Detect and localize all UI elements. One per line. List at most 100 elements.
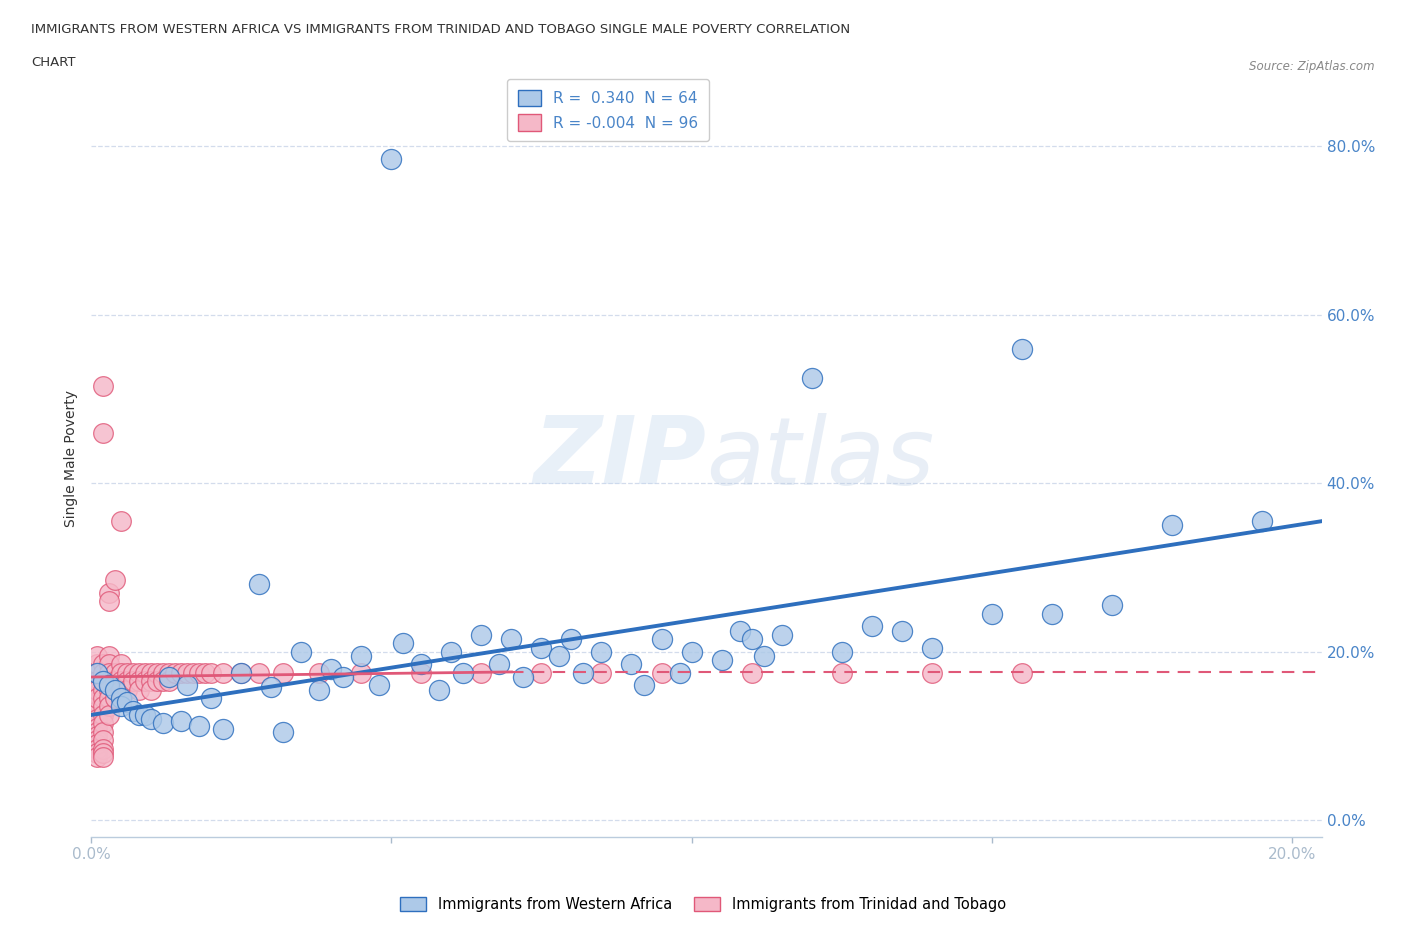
Point (831, 665, 853, 680)
Point (176, 678, 198, 693)
Point (741, 665, 763, 680)
Point (350, 648, 373, 663)
Text: atlas: atlas (706, 413, 935, 503)
Point (93, 716, 115, 731)
Point (98, 699, 121, 714)
Point (620, 657, 643, 671)
Point (512, 670, 534, 684)
Point (110, 683, 132, 698)
Point (93, 750, 115, 764)
Point (141, 665, 163, 680)
Text: Source: ZipAtlas.com: Source: ZipAtlas.com (1250, 60, 1375, 73)
Point (110, 691, 132, 706)
Point (86, 711, 108, 726)
Point (86, 733, 108, 748)
Point (86, 724, 108, 739)
Point (260, 680, 283, 695)
Point (86, 716, 108, 731)
Point (86, 703, 108, 718)
Point (633, 678, 655, 693)
Text: CHART: CHART (31, 56, 76, 69)
Point (231, 665, 253, 680)
Point (122, 665, 145, 680)
Point (560, 631, 582, 646)
Legend: Immigrants from Western Africa, Immigrants from Trinidad and Tobago: Immigrants from Western Africa, Immigran… (394, 891, 1012, 918)
Point (332, 670, 354, 684)
Point (530, 665, 553, 680)
Point (117, 673, 139, 688)
Point (117, 695, 139, 710)
Point (93, 425, 115, 440)
Point (110, 673, 132, 688)
Point (650, 631, 672, 646)
Point (752, 648, 775, 663)
Point (93, 708, 115, 723)
Point (453, 665, 475, 680)
Point (134, 665, 156, 680)
Point (591, 665, 613, 680)
Point (650, 665, 672, 680)
Point (117, 665, 139, 680)
Point (157, 670, 180, 684)
Point (157, 665, 180, 680)
Point (157, 673, 180, 688)
Point (1250, 513, 1272, 528)
Legend: R =  0.340  N = 64, R = -0.004  N = 96: R = 0.340 N = 64, R = -0.004 N = 96 (508, 79, 709, 141)
Point (98, 593, 121, 608)
Point (1011, 341, 1033, 356)
Point (93, 741, 115, 756)
Point (134, 708, 156, 723)
Point (86, 737, 108, 751)
Point (98, 673, 121, 688)
Point (380, 152, 402, 166)
Point (86, 686, 108, 701)
Point (188, 665, 211, 680)
Point (86, 665, 108, 680)
Point (591, 644, 613, 659)
Point (104, 683, 127, 698)
Point (728, 623, 751, 638)
Point (93, 683, 115, 698)
Point (308, 665, 330, 680)
Point (93, 379, 115, 394)
Point (1040, 606, 1063, 621)
Point (93, 673, 115, 688)
Point (860, 619, 883, 634)
Point (212, 665, 235, 680)
Point (710, 653, 733, 668)
Point (93, 657, 115, 671)
Point (429, 683, 451, 698)
Point (176, 665, 198, 680)
Point (1011, 665, 1033, 680)
Point (86, 678, 108, 693)
Point (231, 665, 253, 680)
Point (800, 370, 823, 385)
Point (110, 665, 132, 680)
Point (86, 741, 108, 756)
Point (831, 644, 853, 659)
Point (141, 673, 163, 688)
Point (308, 683, 330, 698)
Point (86, 673, 108, 688)
Y-axis label: Single Male Poverty: Single Male Poverty (65, 390, 79, 526)
Point (188, 718, 211, 733)
Point (93, 699, 115, 714)
Point (146, 673, 169, 688)
Point (128, 673, 150, 688)
Point (98, 665, 121, 680)
Point (86, 657, 108, 671)
Point (890, 623, 912, 638)
Point (86, 648, 108, 663)
Point (122, 673, 145, 688)
Point (170, 713, 193, 728)
Point (128, 708, 150, 723)
Text: ZIP: ZIP (534, 412, 706, 504)
Point (86, 750, 108, 764)
Point (98, 708, 121, 723)
Point (470, 665, 492, 680)
Point (93, 665, 115, 680)
Point (141, 683, 163, 698)
Point (921, 640, 943, 655)
Point (93, 733, 115, 748)
Point (200, 691, 222, 706)
